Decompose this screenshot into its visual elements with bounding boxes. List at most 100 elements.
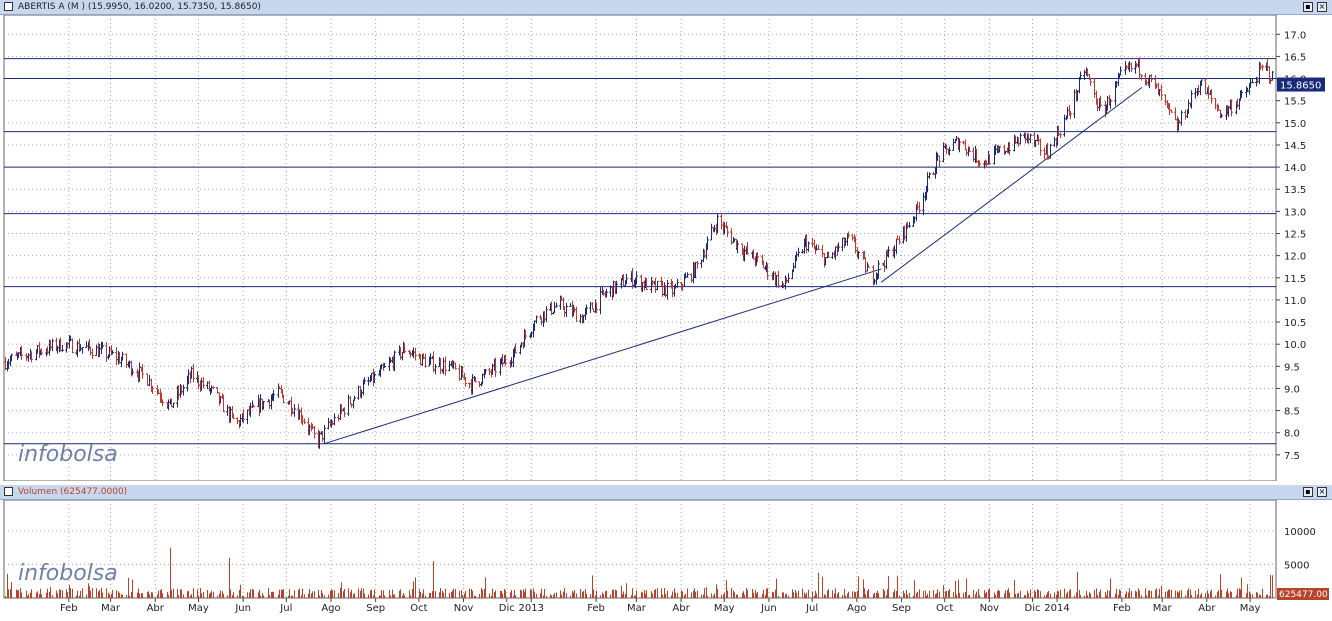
panel-menu-icon[interactable]	[4, 2, 13, 11]
ohlc-bar	[792, 262, 795, 273]
ohlc-bar	[514, 343, 517, 354]
maximize-icon[interactable]: ▪	[1303, 2, 1313, 12]
ohlc-bar	[1184, 109, 1187, 120]
ohlc-bar	[146, 373, 149, 386]
x-tick-label: Ago	[847, 603, 866, 614]
ohlc-bar	[141, 363, 144, 379]
ohlc-bar	[841, 237, 844, 252]
ohlc-bar	[444, 356, 447, 376]
close-icon[interactable]: ×	[1317, 2, 1327, 12]
ohlc-bar	[1210, 89, 1213, 104]
y-tick-label: 14.5	[1284, 141, 1306, 152]
ohlc-bar	[579, 313, 582, 324]
ohlc-bar	[1138, 57, 1141, 80]
ohlc-bar	[81, 346, 84, 354]
ohlc-bar	[1271, 71, 1274, 81]
ohlc-bar	[252, 404, 255, 408]
ohlc-bar	[1073, 89, 1076, 119]
ohlc-bar	[403, 342, 406, 354]
ohlc-bar	[272, 389, 275, 402]
ohlc-bar	[131, 368, 134, 376]
y-tick-label: 12.0	[1284, 252, 1306, 263]
close-icon[interactable]: ×	[1317, 487, 1327, 497]
y-tick-label: 5000	[1284, 560, 1309, 571]
ohlc-bar	[777, 270, 780, 288]
ohlc-bar	[1180, 110, 1183, 126]
ohlc-bar	[908, 221, 911, 228]
ohlc-bar	[1008, 141, 1011, 156]
ohlc-bar	[464, 377, 467, 387]
ohlc-bar	[540, 317, 543, 326]
y-tick-label: 11.5	[1284, 274, 1306, 285]
ohlc-bar	[434, 363, 437, 375]
ohlc-bar	[277, 383, 280, 399]
ohlc-bar	[357, 385, 360, 400]
ohlc-bar	[968, 146, 971, 152]
ohlc-bar	[192, 363, 195, 383]
ohlc-bar	[504, 354, 507, 366]
ohlc-bar	[401, 352, 404, 361]
ohlc-bar	[1190, 90, 1193, 109]
ohlc-bar	[1230, 99, 1233, 117]
ohlc-bar	[222, 394, 225, 413]
ohlc-bar	[706, 236, 709, 250]
ohlc-bar	[1059, 132, 1062, 139]
ohlc-bar	[797, 247, 800, 257]
price-panel-titlebar: ABERTIS A (M ) (15.9950, 16.0200, 15.735…	[0, 0, 1332, 15]
ohlc-bar	[293, 404, 296, 417]
ohlc-bar	[1160, 84, 1163, 101]
y-tick-label: 7.5	[1284, 451, 1300, 462]
ohlc-bar	[958, 138, 961, 153]
x-tick-label: Oct	[936, 603, 953, 614]
ohlc-bar	[161, 399, 164, 406]
maximize-icon[interactable]: ▪	[1303, 487, 1313, 497]
ohlc-bar	[412, 347, 415, 359]
ohlc-bar	[928, 172, 931, 179]
ohlc-bar	[323, 424, 326, 444]
panel-menu-icon[interactable]	[4, 487, 13, 496]
ohlc-bar	[383, 362, 386, 368]
ohlc-bar	[575, 306, 578, 322]
ohlc-bar	[1069, 111, 1072, 120]
ohlc-bar	[1214, 98, 1217, 110]
ohlc-bar	[1261, 64, 1264, 71]
x-tick-label: 2013	[519, 603, 544, 614]
x-tick-label: Jun	[234, 603, 251, 614]
y-tick-label: 11.0	[1284, 296, 1306, 307]
last-price-tag	[1277, 77, 1325, 92]
x-tick-label: Mar	[1153, 603, 1173, 614]
trend-line[interactable]	[880, 87, 1143, 283]
ohlc-bar	[125, 353, 128, 369]
x-tick-label: Jul	[279, 603, 292, 614]
price-watermark: infobolsa	[18, 442, 118, 467]
ohlc-bar	[545, 306, 548, 323]
ohlc-bar	[182, 384, 185, 396]
ohlc-bar	[337, 414, 340, 422]
ohlc-bar	[89, 346, 92, 356]
ohlc-bar	[151, 385, 154, 394]
ohlc-bar	[352, 399, 355, 409]
last-volume-label: 625477.00	[1279, 590, 1328, 600]
ohlc-bar	[716, 213, 719, 234]
ohlc-bar	[591, 302, 594, 310]
x-tick-label: Abr	[672, 603, 690, 614]
ohlc-bar	[212, 386, 215, 390]
ohlc-bar	[71, 338, 74, 354]
ohlc-bar	[605, 288, 608, 298]
ohlc-bar	[121, 351, 124, 361]
ohlc-bar	[51, 338, 54, 352]
ohlc-bar	[432, 351, 435, 373]
ohlc-bar	[349, 395, 352, 405]
ohlc-bar	[373, 371, 376, 384]
ohlc-bar	[85, 341, 88, 348]
ohlc-bar	[827, 251, 830, 258]
ohlc-bar	[766, 263, 769, 280]
ohlc-bar	[887, 246, 890, 258]
ohlc-bar	[676, 278, 679, 288]
ohlc-bar	[454, 362, 457, 370]
ohlc-bar	[1164, 94, 1167, 106]
price-panel-title: ABERTIS A (M ) (15.9950, 16.0200, 15.735…	[18, 2, 261, 12]
trend-line[interactable]	[323, 268, 882, 445]
ohlc-bar	[1109, 98, 1112, 109]
x-tick-label: Nov	[454, 603, 474, 614]
